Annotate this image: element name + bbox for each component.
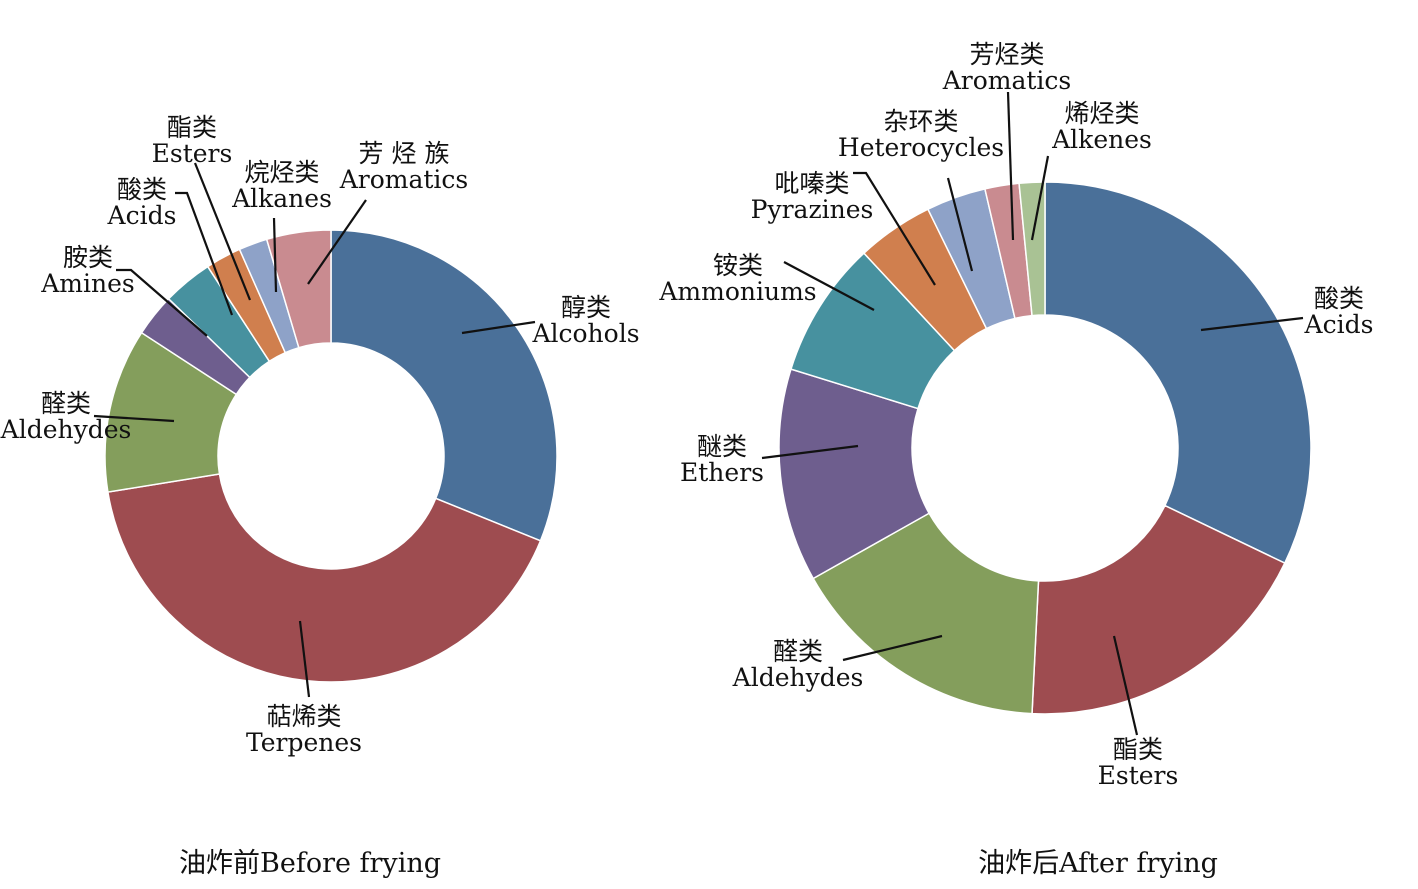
label-zh-alkanes: 烷烃类: [244, 158, 319, 187]
caption-before-frying: 油炸前Before frying: [179, 848, 441, 879]
slice-alcohols: [330, 229, 558, 542]
slice-aromatics: [265, 229, 332, 349]
leader-line-ethers: [761, 444, 859, 460]
label-en-pyrazines: Pyrazines: [751, 195, 874, 224]
caption-after-frying: 油炸后After frying: [978, 848, 1218, 879]
slice-esters: [1031, 504, 1286, 715]
label-en-alkanes: Alkanes: [231, 184, 332, 213]
label-zh-ethers: 醚类: [697, 432, 747, 461]
leader-line-alcohols: [461, 320, 536, 335]
leader-line-aromatics: [307, 199, 367, 285]
label-zh-aromatics: 芳 烃 族: [359, 139, 450, 168]
leader-line-aromatics: [1006, 91, 1015, 241]
leader-line-acids: [175, 191, 234, 316]
label-zh-aldehydes: 醛类: [41, 389, 91, 418]
label-zh-acids: 酸类: [117, 175, 167, 204]
label-en-alkenes: Alkenes: [1051, 125, 1152, 154]
leader-line-alkenes: [1030, 155, 1050, 241]
label-en-aromatics: Aromatics: [339, 165, 469, 194]
label-en-terpenes: Terpenes: [246, 728, 362, 757]
label-en-esters: Esters: [152, 139, 233, 168]
label-zh-terpenes: 萜烯类: [266, 702, 341, 731]
leader-line-aldehydes: [93, 414, 175, 423]
leader-line-heterocycles: [946, 177, 974, 272]
label-en-acids: Acids: [107, 201, 177, 230]
label-en-amines: Amines: [40, 269, 134, 298]
leader-line-terpenes: [298, 620, 311, 698]
leader-line-esters: [1112, 635, 1139, 736]
label-en-alcohols: Alcohols: [531, 319, 639, 348]
slice-acids: [1044, 181, 1312, 565]
label-zh-pyrazines: 吡嗪类: [774, 169, 849, 198]
label-zh-amines: 胺类: [63, 243, 113, 272]
slice-terpenes: [107, 473, 542, 683]
leader-line-ammoniums: [783, 261, 875, 311]
label-zh-ammoniums: 铵类: [713, 251, 763, 280]
leader-line-aldehydes: [842, 634, 943, 662]
label-zh-esters: 酯类: [1113, 735, 1163, 764]
label-zh-alcohols: 醇类: [561, 293, 611, 322]
label-en-ethers: Ethers: [680, 458, 764, 487]
label-zh-aldehydes: 醛类: [773, 637, 823, 666]
label-en-acids: Acids: [1304, 310, 1374, 339]
leader-line-pyrazines: [853, 171, 936, 286]
label-zh-esters: 酯类: [167, 113, 217, 142]
label-en-ammoniums: Ammoniums: [658, 277, 816, 306]
slice-alkenes: [1018, 181, 1046, 317]
label-zh-heterocycles: 杂环类: [883, 107, 958, 136]
leader-line-acids: [1200, 316, 1304, 332]
label-en-heterocycles: Heterocycles: [838, 133, 1004, 162]
leader-line-amines: [116, 268, 208, 337]
leader-line-alkanes: [272, 217, 278, 293]
label-en-aromatics: Aromatics: [942, 66, 1072, 95]
label-zh-aromatics: 芳烃类: [969, 40, 1044, 69]
leader-line-esters: [193, 162, 252, 301]
label-en-aldehydes: Aldehydes: [732, 663, 864, 692]
label-en-esters: Esters: [1098, 761, 1179, 790]
slice-aldehydes: [812, 512, 1040, 715]
label-en-aldehydes: Aldehydes: [0, 415, 131, 444]
label-zh-alkenes: 烯烃类: [1064, 99, 1139, 128]
label-zh-acids: 酸类: [1314, 284, 1364, 313]
